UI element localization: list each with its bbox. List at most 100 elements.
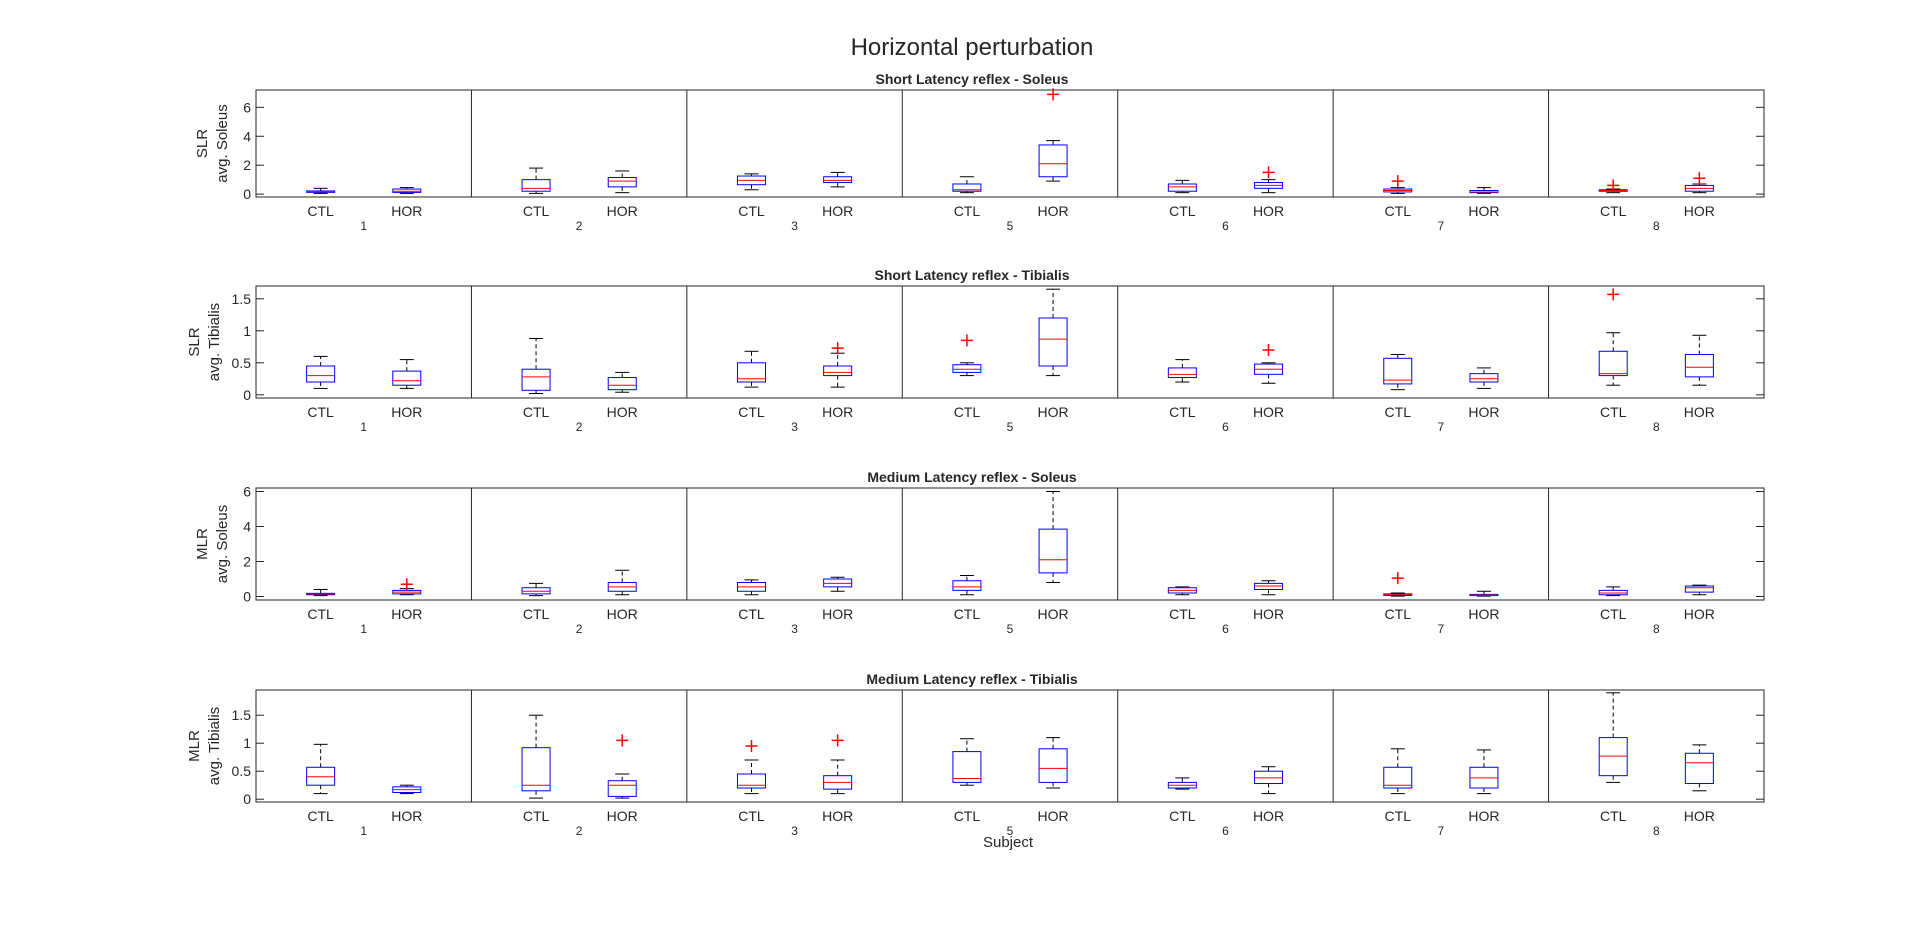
iqr-box bbox=[1167, 367, 1197, 379]
outlier-marker bbox=[616, 734, 629, 747]
iqr-box bbox=[823, 365, 853, 377]
condition-label: CTL bbox=[954, 808, 981, 824]
y-axis-label-line1: SLR bbox=[186, 327, 203, 356]
box-ctl-subject-3 bbox=[736, 173, 766, 191]
box-ctl-subject-8 bbox=[1598, 179, 1628, 194]
box-ctl-subject-1 bbox=[306, 355, 336, 389]
box-ctl-subject-3 bbox=[736, 740, 766, 795]
condition-label: CTL bbox=[523, 404, 550, 420]
subject-label: 3 bbox=[791, 420, 798, 434]
condition-label: CTL bbox=[307, 808, 334, 824]
box-hor-subject-7 bbox=[1469, 749, 1499, 795]
subject-label: 6 bbox=[1222, 420, 1229, 434]
box-ctl-subject-5 bbox=[952, 738, 982, 786]
subject-label: 3 bbox=[791, 219, 798, 233]
y-tick-label: 0 bbox=[243, 387, 251, 403]
box-ctl-subject-6 bbox=[1167, 586, 1197, 596]
box-ctl-subject-1 bbox=[306, 187, 336, 194]
subject-label: 2 bbox=[576, 824, 583, 838]
panel-mlr-tibialis: Medium Latency reflex - Tibialis MLR avg… bbox=[186, 671, 1765, 838]
outlier-marker bbox=[1262, 166, 1275, 179]
box-ctl-subject-6 bbox=[1167, 359, 1197, 383]
iqr-box bbox=[1167, 183, 1197, 192]
box-hor-subject-8 bbox=[1684, 584, 1714, 596]
condition-label: CTL bbox=[1169, 808, 1196, 824]
condition-label: HOR bbox=[391, 606, 422, 622]
box-hor-subject-8 bbox=[1684, 744, 1714, 792]
box-hor-subject-5 bbox=[1038, 88, 1068, 182]
condition-label: HOR bbox=[822, 203, 853, 219]
condition-label: HOR bbox=[1468, 606, 1499, 622]
iqr-box bbox=[607, 176, 637, 188]
condition-label: CTL bbox=[954, 203, 981, 219]
y-tick-label: 1 bbox=[243, 735, 251, 751]
iqr-box bbox=[607, 780, 637, 797]
outlier-marker bbox=[745, 740, 758, 752]
axes-frame bbox=[255, 689, 1765, 803]
box-hor-subject-3 bbox=[823, 576, 853, 592]
condition-label: CTL bbox=[1600, 203, 1627, 219]
condition-label: HOR bbox=[1038, 404, 1069, 420]
condition-label: HOR bbox=[1684, 808, 1715, 824]
condition-label: HOR bbox=[1684, 606, 1715, 622]
box-hor-subject-3 bbox=[823, 171, 853, 188]
box-hor-subject-2 bbox=[607, 569, 637, 596]
outlier-marker bbox=[1391, 175, 1404, 188]
y-tick-label: 1.5 bbox=[232, 707, 252, 723]
iqr-box bbox=[392, 188, 422, 193]
iqr-box bbox=[952, 580, 982, 591]
subject-label: 5 bbox=[1007, 420, 1014, 434]
y-tick-label: 0.5 bbox=[232, 763, 252, 779]
axes-frame bbox=[255, 487, 1765, 601]
y-tick-label: 1.5 bbox=[232, 291, 252, 307]
panel-title: Medium Latency reflex - Tibialis bbox=[866, 671, 1078, 687]
y-tick-label: 1 bbox=[243, 323, 251, 339]
iqr-box bbox=[1684, 353, 1714, 378]
subject-label: 7 bbox=[1438, 824, 1445, 838]
box-hor-subject-6 bbox=[1254, 166, 1284, 194]
condition-label: HOR bbox=[1468, 404, 1499, 420]
box-hor-subject-5 bbox=[1038, 288, 1068, 377]
box-ctl-subject-7 bbox=[1383, 572, 1413, 597]
y-axis-label-line2: avg. Tibialis bbox=[206, 303, 223, 381]
box-ctl-subject-8 bbox=[1598, 288, 1628, 386]
condition-label: HOR bbox=[1253, 203, 1284, 219]
condition-label: CTL bbox=[1385, 404, 1412, 420]
condition-label: CTL bbox=[1385, 606, 1412, 622]
condition-label: CTL bbox=[738, 808, 765, 824]
y-tick-label: 2 bbox=[243, 157, 251, 173]
iqr-box bbox=[521, 368, 551, 391]
condition-label: HOR bbox=[1468, 203, 1499, 219]
condition-label: HOR bbox=[822, 606, 853, 622]
condition-label: HOR bbox=[607, 606, 638, 622]
panel-title: Medium Latency reflex - Soleus bbox=[867, 469, 1076, 485]
outlier-marker bbox=[1262, 344, 1275, 356]
box-hor-subject-5 bbox=[1038, 491, 1068, 583]
subject-label: 1 bbox=[360, 824, 367, 838]
condition-label: CTL bbox=[307, 203, 334, 219]
condition-label: HOR bbox=[1253, 808, 1284, 824]
box-ctl-subject-1 bbox=[306, 589, 336, 597]
box-ctl-subject-7 bbox=[1383, 748, 1413, 795]
box-ctl-subject-6 bbox=[1167, 777, 1197, 790]
outlier-marker bbox=[1391, 572, 1404, 585]
iqr-box bbox=[306, 766, 336, 786]
axes-frame bbox=[255, 89, 1765, 198]
box-ctl-subject-7 bbox=[1383, 175, 1413, 194]
box-hor-subject-7 bbox=[1469, 590, 1499, 597]
box-ctl-subject-1 bbox=[306, 743, 336, 795]
subject-label: 7 bbox=[1438, 219, 1445, 233]
outlier-marker bbox=[1693, 172, 1706, 185]
condition-label: HOR bbox=[1468, 808, 1499, 824]
subject-label: 7 bbox=[1438, 622, 1445, 636]
iqr-box bbox=[736, 773, 766, 789]
iqr-box bbox=[823, 176, 853, 184]
condition-label: CTL bbox=[523, 808, 550, 824]
box-hor-subject-6 bbox=[1254, 766, 1284, 795]
condition-label: HOR bbox=[391, 203, 422, 219]
condition-label: CTL bbox=[954, 606, 981, 622]
subject-label: 2 bbox=[576, 622, 583, 636]
y-axis-label-line1: SLR bbox=[194, 129, 211, 158]
condition-label: CTL bbox=[738, 606, 765, 622]
